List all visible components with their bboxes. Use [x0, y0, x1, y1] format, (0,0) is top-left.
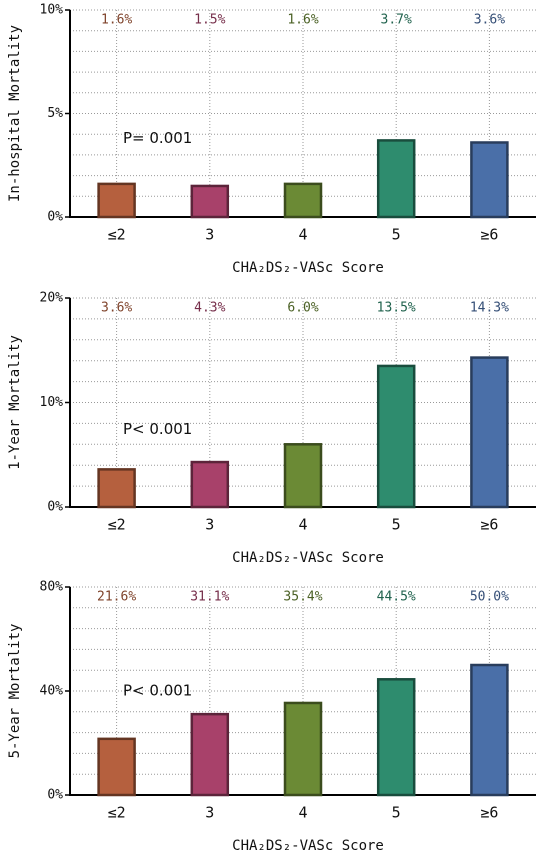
x-axis-label: CHA₂DS₂-VASc Score — [232, 550, 384, 566]
bar — [376, 364, 416, 509]
value-label: 1.5% — [194, 13, 225, 28]
x-tick-label: 5 — [392, 226, 401, 244]
x-tick-label: ≥6 — [480, 226, 498, 244]
y-axis-label: 1-Year Mortality — [7, 335, 23, 470]
y-tick-label: 10% — [40, 3, 64, 18]
bar — [283, 443, 323, 509]
x-tick-label: 5 — [392, 804, 401, 822]
x-tick-label: ≤2 — [108, 804, 126, 822]
bar — [97, 737, 136, 797]
x-tick-label: 4 — [298, 516, 307, 534]
bar — [283, 182, 323, 219]
value-label: 3.7% — [381, 13, 412, 28]
annotation: P= 0.001 — [123, 129, 192, 147]
y-tick-label: 0% — [47, 210, 63, 225]
annotation: P< 0.001 — [123, 682, 192, 700]
bar — [190, 712, 230, 797]
x-tick-label: ≤2 — [108, 516, 126, 534]
y-tick-label: 80% — [40, 580, 64, 595]
y-tick-label: 10% — [40, 395, 64, 410]
y-tick-label: 0% — [47, 500, 63, 515]
x-tick-label: 3 — [205, 516, 214, 534]
x-tick-label: 4 — [298, 226, 307, 244]
bar — [283, 701, 323, 797]
y-tick-label: 40% — [40, 684, 64, 699]
value-label: 1.6% — [287, 13, 318, 28]
x-tick-label: 3 — [205, 226, 214, 244]
bar — [470, 356, 509, 509]
x-tick-label: ≥6 — [480, 804, 498, 822]
y-axis-label: In-hospital Mortality — [7, 25, 23, 202]
value-label: 4.3% — [194, 301, 225, 316]
x-tick-label: ≤2 — [108, 226, 126, 244]
bar — [190, 184, 230, 219]
y-tick-label: 0% — [47, 788, 63, 803]
bar — [376, 678, 416, 797]
value-label: 6.0% — [287, 301, 318, 316]
bar — [470, 141, 509, 219]
bar — [97, 468, 136, 509]
bar — [376, 139, 416, 219]
x-tick-label: 3 — [205, 804, 214, 822]
bar — [97, 182, 136, 219]
x-tick-label: 4 — [298, 804, 307, 822]
value-label: 21.6% — [97, 590, 136, 605]
value-label: 44.5% — [377, 590, 416, 605]
value-label: 14.3% — [470, 301, 509, 316]
x-axis-label: CHA₂DS₂-VASc Score — [232, 260, 384, 276]
bar — [470, 663, 509, 797]
x-tick-label: 5 — [392, 516, 401, 534]
y-tick-label: 20% — [40, 291, 64, 306]
annotation: P< 0.001 — [123, 420, 192, 438]
bar — [190, 460, 230, 509]
value-label: 13.5% — [377, 301, 416, 316]
value-label: 3.6% — [474, 13, 505, 28]
y-axis-label: 5-Year Mortality — [7, 624, 23, 759]
x-tick-label: ≥6 — [480, 516, 498, 534]
value-label: 3.6% — [101, 301, 132, 316]
value-label: 1.6% — [101, 13, 132, 28]
x-axis-label: CHA₂DS₂-VASc Score — [232, 838, 384, 854]
value-label: 50.0% — [470, 590, 509, 605]
value-label: 31.1% — [190, 590, 229, 605]
y-tick-label: 5% — [47, 106, 63, 121]
value-label: 35.4% — [283, 590, 322, 605]
